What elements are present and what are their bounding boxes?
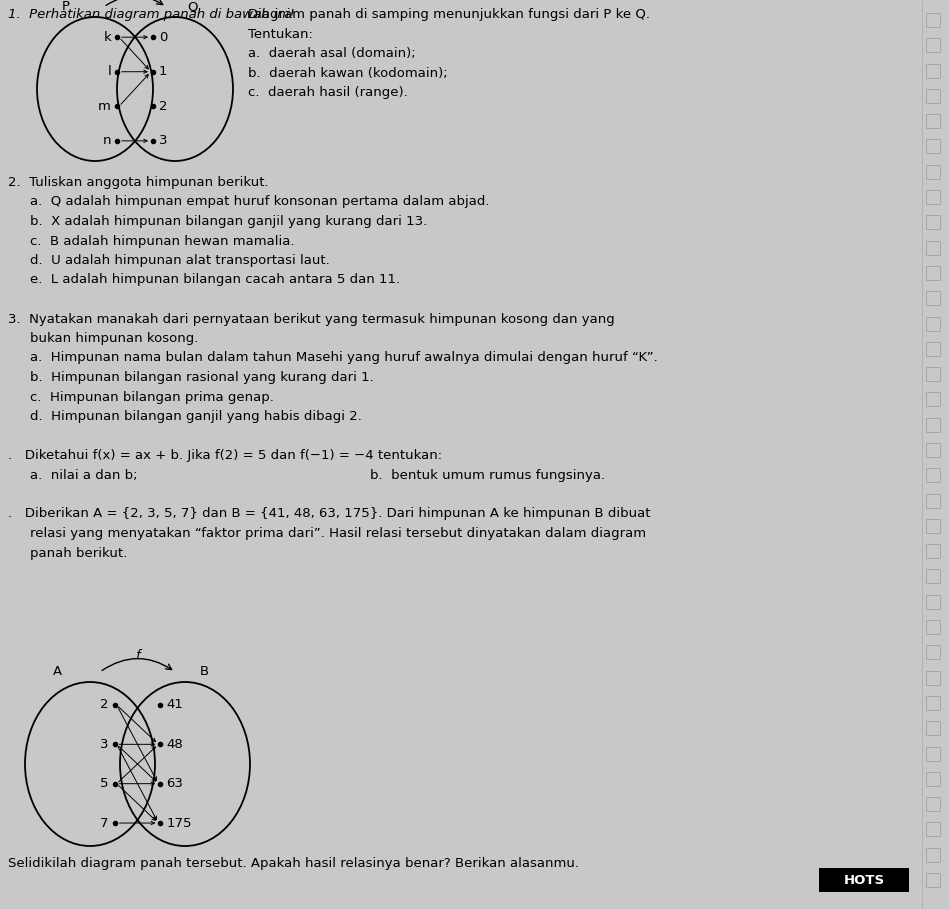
Bar xyxy=(926,569,940,584)
Bar xyxy=(926,64,940,77)
Text: k: k xyxy=(103,31,111,44)
Text: 2: 2 xyxy=(101,698,109,712)
Text: b.  daerah kawan (kodomain);: b. daerah kawan (kodomain); xyxy=(248,66,448,79)
Text: 3: 3 xyxy=(159,135,167,147)
Bar xyxy=(926,594,940,609)
Text: 3.  Nyatakan manakah dari pernyataan berikut yang termasuk himpunan kosong dan y: 3. Nyatakan manakah dari pernyataan beri… xyxy=(8,313,615,325)
Bar xyxy=(926,115,940,128)
Bar xyxy=(926,671,940,684)
Bar xyxy=(926,215,940,229)
Text: Tentukan:: Tentukan: xyxy=(248,27,313,41)
Text: 3: 3 xyxy=(101,738,109,751)
Bar xyxy=(926,823,940,836)
Text: 175: 175 xyxy=(166,816,192,830)
Bar xyxy=(926,772,940,785)
Text: .   Diberikan A = {2, 3, 5, 7} dan B = {41, 48, 63, 175}. Dari himpunan A ke him: . Diberikan A = {2, 3, 5, 7} dan B = {41… xyxy=(8,507,650,521)
Text: b.  Himpunan bilangan rasional yang kurang dari 1.: b. Himpunan bilangan rasional yang kuran… xyxy=(30,371,374,384)
Bar xyxy=(926,797,940,811)
Text: 0: 0 xyxy=(159,31,167,44)
Text: b.  X adalah himpunan bilangan ganjil yang kurang dari 13.: b. X adalah himpunan bilangan ganjil yan… xyxy=(30,215,427,228)
Text: d.  U adalah himpunan alat transportasi laut.: d. U adalah himpunan alat transportasi l… xyxy=(30,254,329,267)
Text: 41: 41 xyxy=(166,698,183,712)
Text: c.  daerah hasil (range).: c. daerah hasil (range). xyxy=(248,86,408,99)
Text: Diagram panah di samping menunjukkan fungsi dari P ke Q.: Diagram panah di samping menunjukkan fun… xyxy=(248,8,650,21)
FancyBboxPatch shape xyxy=(819,868,909,892)
Text: 48: 48 xyxy=(166,738,183,751)
Bar xyxy=(926,418,940,432)
Bar xyxy=(926,165,940,179)
Text: n: n xyxy=(102,135,111,147)
Text: 7: 7 xyxy=(101,816,109,830)
Text: 1: 1 xyxy=(159,65,167,78)
Bar xyxy=(926,468,940,483)
Text: HOTS: HOTS xyxy=(844,874,884,886)
Bar xyxy=(926,139,940,154)
Text: c.  B adalah himpunan hewan mamalia.: c. B adalah himpunan hewan mamalia. xyxy=(30,235,294,247)
Text: 63: 63 xyxy=(166,777,183,790)
Text: c.  Himpunan bilangan prima genap.: c. Himpunan bilangan prima genap. xyxy=(30,391,274,404)
Text: A: A xyxy=(53,665,62,678)
Bar xyxy=(926,291,940,305)
Bar xyxy=(926,13,940,27)
Bar xyxy=(926,38,940,53)
Bar xyxy=(926,544,940,558)
Bar xyxy=(926,241,940,255)
Text: 1.  Perhatikan diagram panah di bawah ini!: 1. Perhatikan diagram panah di bawah ini… xyxy=(8,8,295,21)
Bar xyxy=(926,190,940,204)
Text: panah berikut.: panah berikut. xyxy=(30,546,127,560)
Bar xyxy=(926,342,940,355)
Text: .   Diketahui f(x) = ax + b. Jika f(2) = 5 dan f(−1) = −4 tentukan:: . Diketahui f(x) = ax + b. Jika f(2) = 5… xyxy=(8,449,442,462)
Text: d.  Himpunan bilangan ganjil yang habis dibagi 2.: d. Himpunan bilangan ganjil yang habis d… xyxy=(30,410,362,423)
Text: b.  bentuk umum rumus fungsinya.: b. bentuk umum rumus fungsinya. xyxy=(370,468,605,482)
Bar xyxy=(926,645,940,659)
Text: a.  Q adalah himpunan empat huruf konsonan pertama dalam abjad.: a. Q adalah himpunan empat huruf konsona… xyxy=(30,195,490,208)
Text: l: l xyxy=(107,65,111,78)
Text: 2.  Tuliskan anggota himpunan berikut.: 2. Tuliskan anggota himpunan berikut. xyxy=(8,176,269,189)
Text: P: P xyxy=(62,0,70,13)
Bar xyxy=(926,848,940,862)
Text: Q: Q xyxy=(187,0,197,13)
Bar xyxy=(926,367,940,381)
Bar xyxy=(926,89,940,103)
Bar xyxy=(926,316,940,331)
Bar xyxy=(926,696,940,710)
Text: 5: 5 xyxy=(101,777,109,790)
Bar xyxy=(926,266,940,280)
Bar xyxy=(926,443,940,457)
Bar xyxy=(926,494,940,507)
Text: a.  Himpunan nama bulan dalam tahun Masehi yang huruf awalnya dimulai dengan hur: a. Himpunan nama bulan dalam tahun Maseh… xyxy=(30,352,658,365)
Bar xyxy=(926,620,940,634)
Bar xyxy=(926,519,940,533)
Text: 2: 2 xyxy=(159,100,167,113)
Text: m: m xyxy=(98,100,111,113)
Text: a.  daerah asal (domain);: a. daerah asal (domain); xyxy=(248,47,416,60)
Bar xyxy=(926,873,940,887)
Bar xyxy=(926,721,940,735)
Bar xyxy=(926,746,940,761)
Text: B: B xyxy=(200,665,209,678)
Bar xyxy=(926,393,940,406)
Text: e.  L adalah himpunan bilangan cacah antara 5 dan 11.: e. L adalah himpunan bilangan cacah anta… xyxy=(30,274,400,286)
Text: a.  nilai a dan b;: a. nilai a dan b; xyxy=(30,468,138,482)
Text: f: f xyxy=(135,649,140,662)
Text: Selidikilah diagram panah tersebut. Apakah hasil relasinya benar? Berikan alasan: Selidikilah diagram panah tersebut. Apak… xyxy=(8,857,579,870)
Text: bukan himpunan kosong.: bukan himpunan kosong. xyxy=(30,332,198,345)
Text: relasi yang menyatakan “faktor prima dari”. Hasil relasi tersebut dinyatakan dal: relasi yang menyatakan “faktor prima dar… xyxy=(30,527,646,540)
